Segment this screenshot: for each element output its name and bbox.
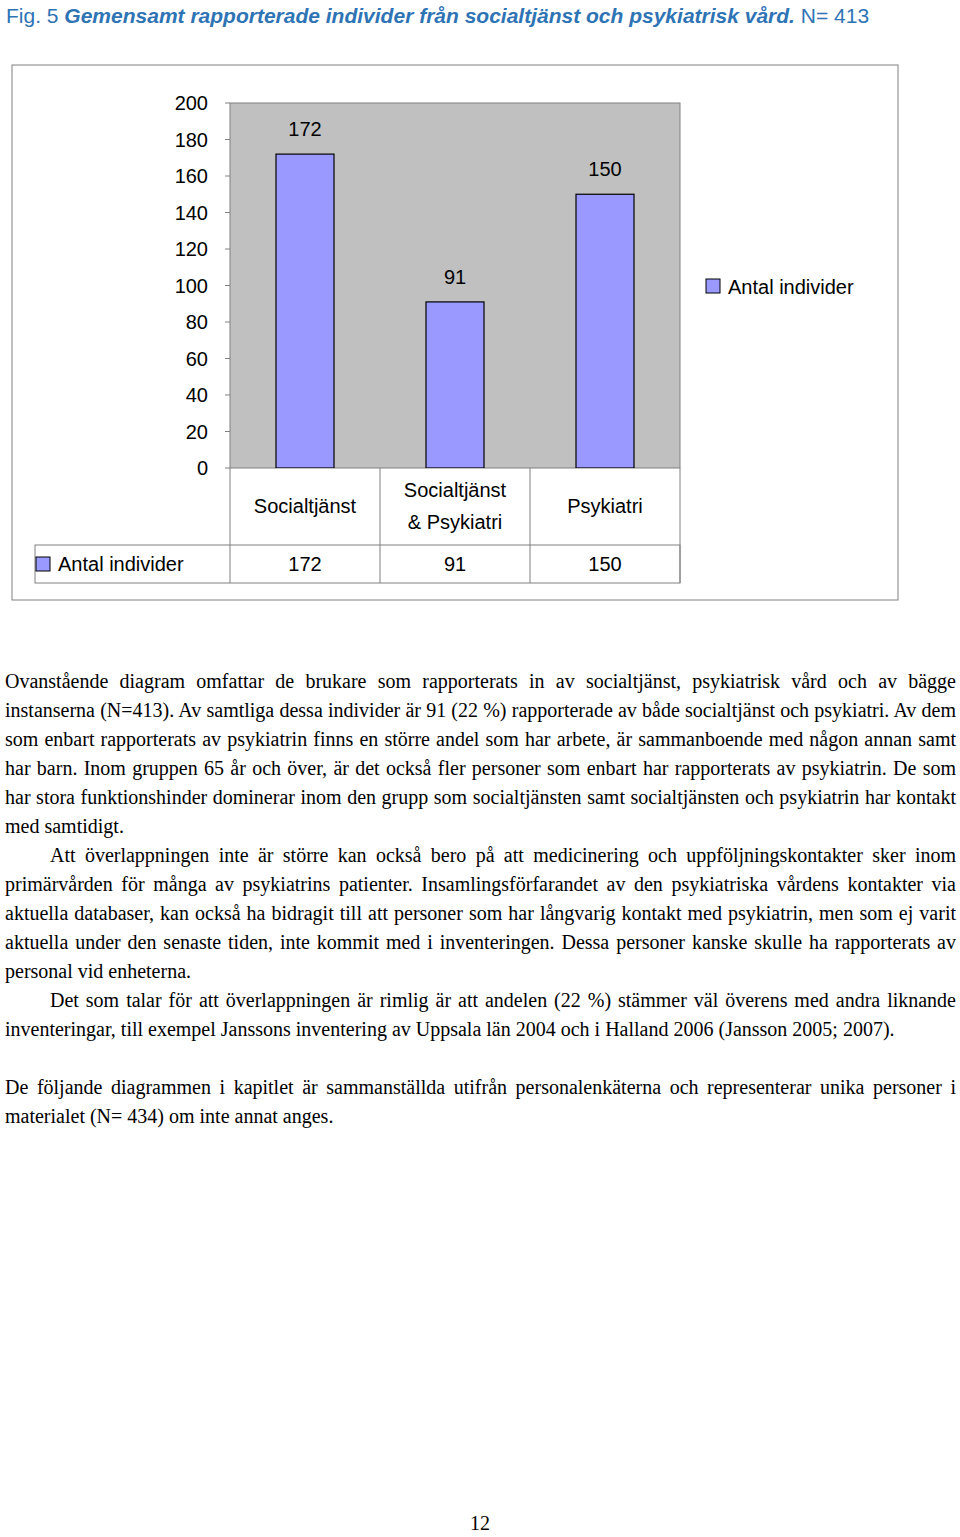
table-row-label: Antal individer bbox=[58, 553, 184, 575]
category-label: Socialtjänst & Psykiatri bbox=[404, 479, 507, 533]
caption-note: N= 413 bbox=[801, 4, 869, 27]
y-tick-label: 120 bbox=[175, 238, 208, 260]
data-label: 150 bbox=[588, 158, 621, 180]
category-label: Psykiatri bbox=[567, 495, 643, 517]
category-line: Socialtjänst bbox=[254, 495, 357, 517]
y-tick-label: 200 bbox=[175, 92, 208, 114]
data-label: 91 bbox=[444, 266, 466, 288]
y-tick-label: 60 bbox=[186, 348, 208, 370]
paragraph: De följande diagrammen i kapitlet är sam… bbox=[5, 1073, 956, 1131]
y-tick-label: 0 bbox=[197, 457, 208, 479]
y-tick-label: 80 bbox=[186, 311, 208, 333]
caption-title: Gemensamt rapporterade individer från so… bbox=[64, 4, 800, 27]
data-label: 172 bbox=[288, 118, 321, 140]
y-tick-label: 20 bbox=[186, 421, 208, 443]
y-tick bbox=[225, 468, 230, 469]
y-tick bbox=[225, 358, 230, 359]
legend-key bbox=[706, 279, 720, 293]
bars bbox=[276, 154, 634, 468]
y-tick bbox=[225, 212, 230, 213]
paragraph: Det som talar för att överlappningen är … bbox=[5, 986, 956, 1044]
table-cell: 150 bbox=[588, 553, 621, 575]
y-tick bbox=[225, 285, 230, 286]
bar bbox=[426, 302, 484, 468]
y-tick-label: 180 bbox=[175, 129, 208, 151]
chart-frame bbox=[12, 65, 898, 600]
table-line bbox=[230, 468, 231, 583]
table-line bbox=[380, 468, 381, 583]
paragraph: Ovanstående diagram omfattar de brukare … bbox=[5, 667, 956, 841]
table-key bbox=[36, 557, 50, 571]
y-tick bbox=[225, 249, 230, 250]
y-tick-label: 100 bbox=[175, 275, 208, 297]
y-tick bbox=[225, 139, 230, 140]
plot-area bbox=[230, 103, 680, 468]
body-text: Ovanstående diagram omfattar de brukare … bbox=[5, 667, 956, 1131]
data-table bbox=[35, 545, 680, 583]
paragraph: Att överlappningen inte är större kan oc… bbox=[5, 841, 956, 986]
y-tick bbox=[225, 322, 230, 323]
legend-label: Antal individer bbox=[728, 276, 854, 298]
category-line: & Psykiatri bbox=[408, 511, 502, 533]
category-line: Psykiatri bbox=[567, 495, 643, 517]
y-tick-label: 140 bbox=[175, 202, 208, 224]
y-tick-label: 160 bbox=[175, 165, 208, 187]
y-tick bbox=[225, 431, 230, 432]
table-cell: 172 bbox=[288, 553, 321, 575]
y-tick bbox=[225, 176, 230, 177]
y-tick bbox=[225, 395, 230, 396]
table-cell: 91 bbox=[444, 553, 466, 575]
y-tick-label: 40 bbox=[186, 384, 208, 406]
table-line bbox=[530, 468, 531, 583]
page-number: 12 bbox=[0, 1512, 960, 1535]
bar bbox=[276, 154, 334, 468]
caption: Fig. 5 Gemensamt rapporterade individer … bbox=[6, 4, 869, 27]
caption-label: Fig. 5 bbox=[6, 4, 64, 27]
category-line: Socialtjänst bbox=[404, 479, 507, 501]
y-tick bbox=[225, 103, 230, 104]
category-label: Socialtjänst bbox=[254, 495, 357, 517]
bar bbox=[576, 194, 634, 468]
